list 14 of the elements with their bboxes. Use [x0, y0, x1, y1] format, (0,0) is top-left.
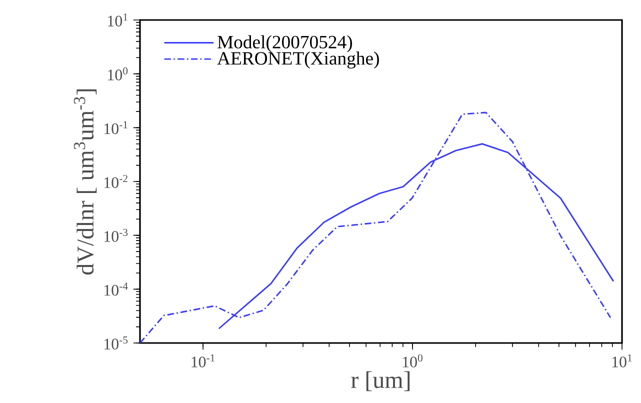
y-axis-title: dV/dlnr [ um$^{3}$um$^{-3}$] — [74, 89, 97, 274]
legend-label: AERONET(Xianghe) — [217, 52, 379, 69]
x-tick-label: 10$^{1}$ — [612, 354, 632, 368]
y-tick-label: 10$^{-1}$ — [104, 121, 128, 134]
x-tick-label: 10$^{0}$ — [402, 354, 422, 368]
legend-label: Model(20070524) — [218, 35, 352, 52]
y-tick-label: 10$^{1}$ — [108, 13, 128, 26]
y-tick-label: 10$^{-5}$ — [104, 336, 128, 350]
y-tick-label: 10$^{-4}$ — [104, 282, 128, 296]
y-tick-label: 10$^{-3}$ — [104, 228, 128, 242]
x-tick-label: 10$^{-1}$ — [192, 354, 215, 368]
y-tick-label: 10$^{0}$ — [108, 67, 128, 80]
y-tick-label: 10$^{-2}$ — [104, 174, 128, 188]
x-axis-title: r [um] — [351, 371, 410, 392]
